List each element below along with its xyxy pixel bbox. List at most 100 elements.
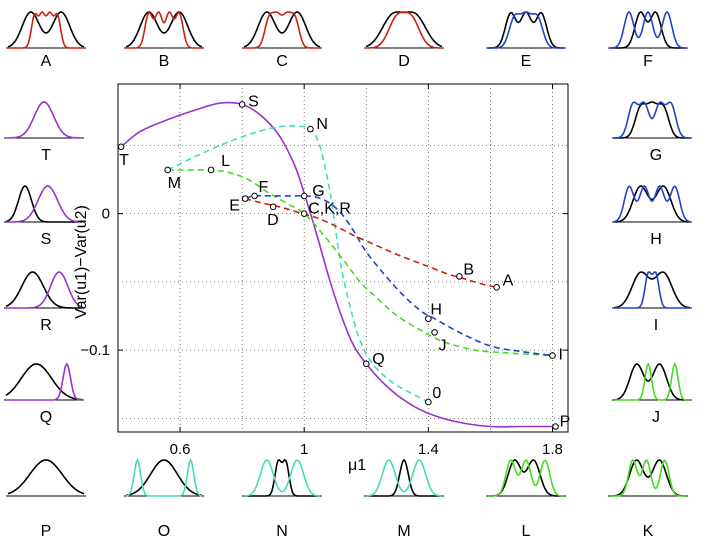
panel-label: G bbox=[650, 147, 662, 164]
data-point bbox=[300, 192, 308, 200]
panel-label: J bbox=[652, 409, 660, 426]
panel-j: J bbox=[612, 362, 692, 426]
panel-label: N bbox=[276, 523, 288, 540]
x-tick-label: 1.4 bbox=[418, 441, 439, 458]
panel-a: A bbox=[6, 10, 86, 70]
panel-colored-curve bbox=[613, 184, 691, 223]
panel-label: D bbox=[398, 53, 410, 70]
panel-colored-curve bbox=[614, 271, 690, 309]
panel-p: P bbox=[6, 459, 86, 540]
panel-reference-curve bbox=[366, 458, 442, 497]
panel-reference-curve bbox=[244, 459, 320, 497]
panel-label: E bbox=[521, 53, 532, 70]
panel-colored-curve bbox=[6, 101, 82, 139]
data-point bbox=[493, 284, 500, 291]
y-axis-label: Var(u1)−Var(u2) bbox=[73, 205, 90, 319]
panel-colored-curve bbox=[6, 271, 83, 309]
panel-q: Q bbox=[4, 362, 84, 426]
series-line-s-curve bbox=[120, 101, 556, 428]
data-point bbox=[117, 143, 125, 151]
data-point bbox=[269, 203, 277, 211]
data-point bbox=[238, 101, 246, 108]
panel-m: M bbox=[364, 458, 444, 540]
panel-g: G bbox=[612, 101, 692, 164]
panel-reference-curve bbox=[5, 185, 82, 223]
panel-reference-curve bbox=[610, 11, 686, 49]
panel-n: N bbox=[242, 459, 322, 540]
y-tick-label: 0 bbox=[102, 206, 110, 223]
panel-label: C bbox=[276, 53, 288, 70]
plot-frame bbox=[117, 83, 569, 433]
panel-reference-curve bbox=[365, 11, 443, 48]
panel-label: P bbox=[41, 523, 52, 540]
panel-o: O bbox=[124, 458, 204, 540]
point-label: T bbox=[119, 152, 129, 169]
panel-k: K bbox=[608, 458, 688, 540]
panel-reference-curve bbox=[614, 185, 690, 223]
data-point bbox=[251, 192, 258, 200]
y-tick-label: −0.1 bbox=[80, 342, 110, 359]
panel-colored-curve bbox=[488, 11, 564, 49]
main-plot: 0.6 1 1.4 1.8 0 −0.1 S T N M L F G E D C,K,R B A H J I Q 0 P μ… bbox=[73, 83, 571, 474]
panel-label: O bbox=[158, 523, 170, 540]
x-tick-label: 0.6 bbox=[170, 441, 191, 458]
point-label: E bbox=[229, 198, 240, 215]
panel-grid: A B C D E F T S R Q G H I J P O N M L K bbox=[4, 10, 692, 540]
series-line-n-curve bbox=[167, 124, 429, 403]
panel-colored-curve bbox=[6, 362, 82, 401]
axis-ticks: 0.6 1 1.4 1.8 0 −0.1 bbox=[80, 84, 568, 458]
panel-colored-curve bbox=[8, 10, 84, 49]
panel-label: A bbox=[41, 53, 52, 70]
x-tick-label: 1.8 bbox=[542, 441, 563, 458]
panel-reference-curve bbox=[125, 11, 203, 48]
panel-label: S bbox=[41, 231, 52, 248]
panel-colored-curve bbox=[614, 101, 690, 139]
point-label: P bbox=[560, 414, 571, 431]
point-label: H bbox=[430, 302, 442, 319]
panel-l: L bbox=[486, 458, 566, 540]
panel-label: K bbox=[643, 523, 654, 540]
data-point bbox=[431, 329, 438, 336]
panel-colored-curve bbox=[244, 459, 320, 497]
x-tick-label: 1 bbox=[300, 441, 308, 458]
panel-colored-curve bbox=[125, 458, 203, 497]
point-label: 0 bbox=[432, 385, 441, 402]
data-point bbox=[552, 423, 559, 430]
data-point bbox=[362, 360, 370, 368]
data-point bbox=[307, 125, 314, 133]
panel-colored-curve bbox=[610, 458, 686, 497]
x-axis-label: μ1 bbox=[348, 457, 366, 474]
panel-b: B bbox=[124, 11, 204, 70]
point-label: J bbox=[439, 337, 447, 354]
panel-reference-curve bbox=[5, 363, 83, 401]
point-label: D bbox=[267, 212, 279, 229]
panel-reference-curve bbox=[488, 11, 564, 49]
point-label: I bbox=[558, 347, 562, 364]
data-point bbox=[425, 398, 432, 406]
panel-label: R bbox=[40, 317, 52, 334]
point-label: B bbox=[463, 261, 474, 278]
panel-f: F bbox=[608, 10, 688, 70]
panel-label: T bbox=[41, 147, 51, 164]
panel-reference-curve bbox=[243, 11, 321, 48]
panel-reference-curve bbox=[488, 459, 564, 497]
panel-colored-curve bbox=[126, 11, 202, 49]
panel-colored-curve bbox=[6, 185, 82, 223]
panel-label: B bbox=[159, 53, 170, 70]
series-line-l-curve bbox=[167, 168, 553, 357]
panel-colored-curve bbox=[610, 10, 686, 49]
panel-colored-curve bbox=[488, 458, 564, 497]
panel-e: E bbox=[486, 11, 566, 70]
point-label: F bbox=[259, 179, 269, 196]
panel-colored-curve bbox=[366, 459, 442, 497]
panel-d: D bbox=[364, 11, 444, 70]
series-line-a-curve bbox=[244, 197, 497, 289]
point-label: C,K,R bbox=[308, 201, 351, 218]
panel-s: S bbox=[4, 185, 84, 248]
panel-label: I bbox=[654, 317, 658, 334]
panel-reference-curve bbox=[7, 11, 85, 48]
panel-i: I bbox=[612, 271, 692, 334]
panel-label: L bbox=[522, 523, 531, 540]
panel-reference-curve bbox=[614, 101, 690, 139]
